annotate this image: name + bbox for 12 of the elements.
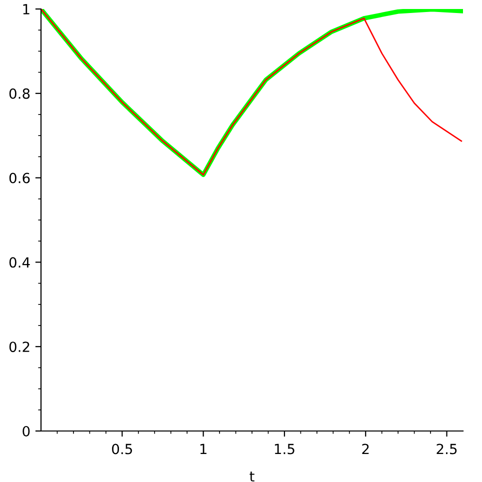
x-tick-label: 0.5 (112, 444, 132, 454)
x-tick-label: 1 (200, 444, 206, 454)
y-tick-label: 0.8 (9, 88, 30, 99)
y-tick-label: 1 (23, 4, 30, 14)
x-tick-label: 1.5 (274, 444, 294, 454)
y-tick-label: 0.4 (9, 257, 30, 268)
x-tick-label: 2 (362, 444, 369, 454)
x-axis-title: t (250, 472, 254, 482)
y-tick-label: 0.2 (9, 342, 30, 352)
y-tick-label: 0 (22, 426, 30, 436)
x-tick-label: 2.5 (436, 444, 457, 454)
y-tick-label: 0.6 (9, 172, 30, 184)
